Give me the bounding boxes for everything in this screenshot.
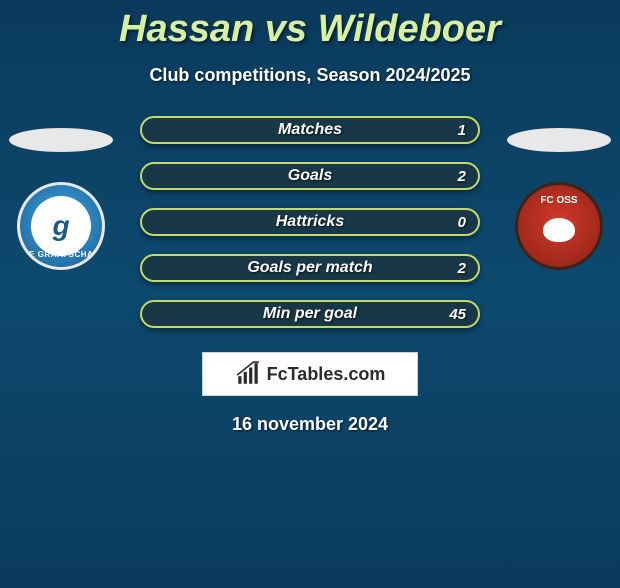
stat-label: Goals per match — [247, 259, 372, 277]
club-logo-right-name: FC OSS — [540, 195, 577, 206]
subtitle: Club competitions, Season 2024/2025 — [0, 65, 620, 86]
left-column: g DE GRAAFSCHAP — [6, 116, 116, 270]
stats-rows: Matches 1 Goals 2 Hattricks 0 Goals per … — [140, 116, 480, 328]
club-logo-right-shape — [543, 218, 575, 242]
right-column: FC OSS — [504, 116, 614, 270]
player-placeholder-left — [9, 128, 113, 152]
club-logo-left: g DE GRAAFSCHAP — [17, 182, 105, 270]
stat-value-right: 2 — [458, 168, 466, 185]
page-title: Hassan vs Wildeboer — [0, 8, 620, 51]
stat-value-right: 0 — [458, 214, 466, 231]
stat-row-hattricks: Hattricks 0 — [140, 208, 480, 236]
stat-value-right: 2 — [458, 260, 466, 277]
content: g DE GRAAFSCHAP FC OSS Matches 1 Goals 2… — [0, 116, 620, 435]
stat-label: Goals — [288, 167, 332, 185]
stat-row-matches: Matches 1 — [140, 116, 480, 144]
club-logo-left-name: DE GRAAFSCHAP — [23, 250, 99, 259]
brand-label: FcTables.com — [267, 364, 386, 385]
stat-label: Min per goal — [263, 305, 357, 323]
stat-label: Hattricks — [276, 213, 344, 231]
stat-label: Matches — [278, 121, 342, 139]
stat-row-min-per-goal: Min per goal 45 — [140, 300, 480, 328]
stat-value-right: 1 — [458, 122, 466, 139]
player-placeholder-right — [507, 128, 611, 152]
date-label: 16 november 2024 — [0, 414, 620, 435]
brand-box: FcTables.com — [202, 352, 418, 396]
club-logo-right: FC OSS — [515, 182, 603, 270]
stat-value-right: 45 — [449, 306, 466, 323]
club-logo-left-letter: g — [31, 196, 91, 256]
chart-icon — [235, 361, 261, 387]
stat-row-goals-per-match: Goals per match 2 — [140, 254, 480, 282]
stat-row-goals: Goals 2 — [140, 162, 480, 190]
